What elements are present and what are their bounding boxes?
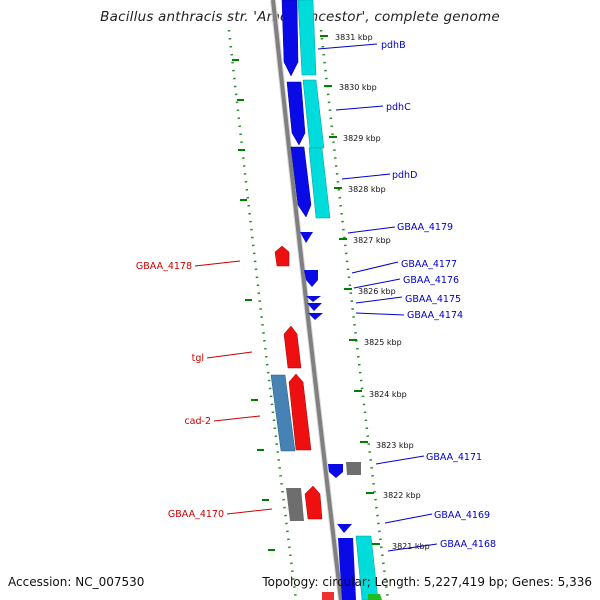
leader-line <box>375 455 425 465</box>
gene-label-pdhD[interactable]: pdhD <box>341 170 417 181</box>
gene-label-text: GBAA_4179 <box>397 222 453 233</box>
gene-pdhD-pair <box>308 147 331 219</box>
leader-line <box>384 513 433 524</box>
tick-group-3826: 3826 kbp <box>344 287 396 296</box>
tick-group-3829: 3829 kbp <box>329 134 381 143</box>
gene-GBAA_4174-shape <box>308 313 323 320</box>
leader-line <box>355 296 403 304</box>
gene-pdhD-shape <box>290 146 312 218</box>
gene-GBAA_4178-shape <box>274 245 290 267</box>
tick-label: 3829 kbp <box>343 134 381 143</box>
gene-label-GBAA_4170[interactable]: GBAA_4170 <box>168 508 273 520</box>
gene-label-text: cad-2 <box>184 416 211 427</box>
gene-GBAA_4168-shape <box>338 538 356 600</box>
tick-label: 3824 kbp <box>369 390 407 399</box>
gene-label-text: GBAA_4174 <box>407 310 463 321</box>
gene-GBAA_4177-shape <box>304 270 318 287</box>
leader-line <box>226 508 273 515</box>
gene-GBAA_4168-pair <box>355 535 379 600</box>
gene-label-text: GBAA_4178 <box>136 261 192 272</box>
tick-label: 3830 kbp <box>339 83 377 92</box>
gene-pdhC-shape <box>286 81 306 146</box>
gene-label-text: GBAA_4175 <box>405 294 461 305</box>
genome-summary: Topology: circular; Length: 5,227,419 bp… <box>262 575 592 589</box>
gene-GBAA_4169-shape <box>337 524 352 533</box>
leader-line <box>353 278 401 289</box>
tick-group-3831: 3831 kbp <box>320 33 373 42</box>
gene-label-text: pdhD <box>392 170 417 181</box>
gene-GBAA_4175-shape <box>307 303 322 311</box>
gene-cad-2-shape <box>288 373 312 451</box>
gene-label-pdhB[interactable]: pdhB <box>317 40 406 51</box>
gene-label-GBAA_4174[interactable]: GBAA_4174 <box>355 310 463 321</box>
leader-line <box>194 260 241 267</box>
leader-line <box>355 312 405 316</box>
gene-label-text: GBAA_4176 <box>403 275 459 286</box>
backbone-line <box>271 0 343 600</box>
gene-pdhB-pair <box>297 0 317 76</box>
gene-GBAA_4170-other <box>286 488 304 521</box>
gene-GBAA_4170-shape <box>304 485 323 520</box>
tick-group-3823: 3823 kbp <box>360 441 414 450</box>
inner-dotted-ring <box>227 29 298 600</box>
leader-line <box>206 351 253 359</box>
leader-line <box>347 226 396 234</box>
gene-label-text: GBAA_4177 <box>401 259 457 270</box>
gene-label-GBAA_4171[interactable]: GBAA_4171 <box>375 452 482 465</box>
gene-label-GBAA_4177[interactable]: GBAA_4177 <box>351 259 457 274</box>
outer-dotted-ring <box>319 29 390 600</box>
tick-group-3824: 3824 kbp <box>354 390 407 399</box>
gene-label-GBAA_4176[interactable]: GBAA_4176 <box>353 275 459 289</box>
tick-label: 3821 kbp <box>392 542 430 551</box>
tick-label: 3831 kbp <box>335 33 373 42</box>
gene-label-tgl[interactable]: tgl <box>192 351 253 364</box>
gene-GBAA_4176-shape <box>306 296 321 302</box>
gene-label-pdhC[interactable]: pdhC <box>335 102 411 113</box>
gene-label-GBAA_4178[interactable]: GBAA_4178 <box>136 260 241 272</box>
tick-label: 3828 kbp <box>348 185 386 194</box>
gene-label-text: GBAA_4169 <box>434 510 490 521</box>
gene-label-GBAA_4175[interactable]: GBAA_4175 <box>355 294 461 305</box>
gene-GBAA_4171-shape <box>328 464 343 478</box>
tick-label: 3825 kbp <box>364 338 402 347</box>
gene-label-text: tgl <box>192 353 204 364</box>
gene-bottom-green-shape <box>368 594 382 600</box>
tick-label: 3823 kbp <box>376 441 414 450</box>
tick-label: 3822 kbp <box>383 491 421 500</box>
leader-line <box>213 415 261 422</box>
gene-tgl-shape <box>283 325 302 369</box>
leader-line <box>341 173 391 180</box>
gene-label-text: pdhC <box>386 102 411 113</box>
tick-label: 3827 kbp <box>353 236 391 245</box>
gene-label-text: GBAA_4170 <box>168 509 224 520</box>
tick-group-3828: 3828 kbp <box>334 185 386 194</box>
gene-pdhC-pair <box>302 79 325 149</box>
gene-pdhB-shape <box>281 0 299 77</box>
inner-ring-ticks <box>232 59 275 551</box>
tick-group-3825: 3825 kbp <box>349 338 402 347</box>
leader-line <box>335 105 384 111</box>
gene-GBAA_4171-other <box>346 462 361 475</box>
leader-line <box>351 261 399 274</box>
accession-label: Accession: NC_007530 <box>8 575 145 589</box>
gene-label-text: GBAA_4171 <box>426 452 482 463</box>
gene-cad-2-pair <box>270 374 296 452</box>
gene-label-GBAA_4179[interactable]: GBAA_4179 <box>347 222 453 234</box>
leader-line <box>317 43 378 50</box>
gene-label-text: pdhB <box>381 40 406 51</box>
gene-bottom-red-shape <box>322 592 334 600</box>
tick-group-3822: 3822 kbp <box>366 491 421 500</box>
gene-GBAA_4179-shape <box>300 232 313 243</box>
tick-group-3830: 3830 kbp <box>324 83 377 92</box>
gene-label-GBAA_4168[interactable]: GBAA_4168 <box>387 539 496 552</box>
gene-label-cad-2[interactable]: cad-2 <box>184 415 261 427</box>
tick-group-3821: 3821 kbp <box>372 542 430 551</box>
leader-line <box>387 543 438 552</box>
tick-group-3827: 3827 kbp <box>339 236 391 245</box>
gene-label-text: GBAA_4168 <box>440 539 496 550</box>
tick-label: 3826 kbp <box>358 287 396 296</box>
gene-label-GBAA_4169[interactable]: GBAA_4169 <box>384 510 490 524</box>
